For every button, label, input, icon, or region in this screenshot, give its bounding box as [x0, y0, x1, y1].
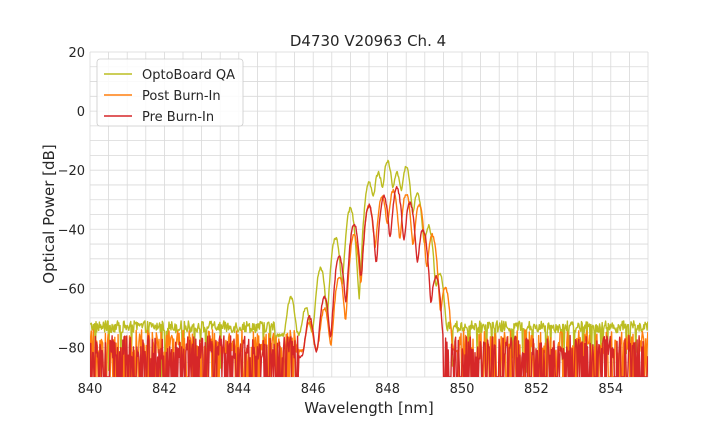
x-axis-ticks: 840 842 844 846 848 850 852 854 [78, 382, 624, 397]
y-axis-label: Optical Power [dB] [40, 144, 58, 283]
x-tick-label: 842 [152, 382, 177, 397]
x-axis-label: Wavelength [nm] [304, 399, 434, 417]
x-tick-label: 854 [598, 382, 623, 397]
x-tick-label: 846 [301, 382, 326, 397]
y-tick-label: −80 [58, 341, 85, 356]
x-tick-label: 852 [524, 382, 549, 397]
series-group [90, 159, 648, 377]
y-tick-label: −20 [58, 164, 85, 179]
legend-label: Pre Burn-In [142, 110, 214, 125]
legend-label: OptoBoard QA [142, 68, 235, 83]
x-tick-label: 844 [226, 382, 251, 397]
chart-title: D4730 V20963 Ch. 4 [290, 32, 446, 50]
y-tick-label: −60 [58, 282, 85, 297]
x-tick-label: 848 [375, 382, 400, 397]
series-line-3 [90, 185, 648, 377]
legend-label: Post Burn-In [142, 89, 221, 104]
y-tick-label: 20 [68, 46, 85, 61]
y-tick-label: −40 [58, 223, 85, 238]
x-tick-label: 850 [450, 382, 475, 397]
y-tick-label: 0 [77, 105, 85, 120]
x-tick-label: 840 [78, 382, 103, 397]
y-axis-ticks: 20 0 −20 −40 −60 −80 [58, 46, 85, 356]
legend-box [96, 58, 244, 127]
legend: OptoBoard QA Post Burn-In Pre Burn-In [96, 58, 244, 127]
